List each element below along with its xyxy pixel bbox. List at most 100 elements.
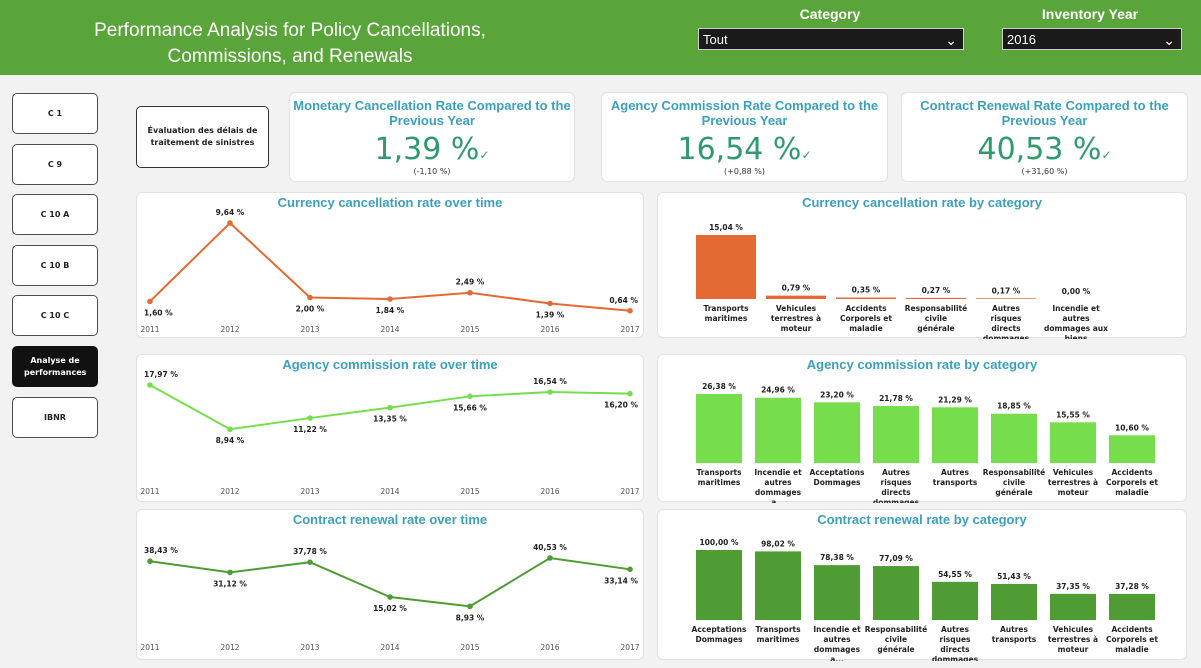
- data-label: 54,55 %: [938, 570, 972, 579]
- data-label: 24,96 %: [761, 386, 795, 395]
- x-tick-label: 2017: [620, 325, 639, 334]
- bar-chart-cancel-category: 15,04 % Transports maritimes 0,79 % Vehicule…: [696, 223, 1108, 339]
- chart-title: Agency commission rate by category: [806, 357, 1038, 372]
- chart-title: Currency cancellation rate by category: [802, 195, 1042, 210]
- bar: [991, 413, 1037, 463]
- x-tick-label: 2014: [380, 487, 399, 496]
- data-point: [307, 559, 313, 566]
- chart-card-commission-category: Agency commission rate by category 26,38…: [657, 354, 1187, 503]
- data-label: 8,93 %: [456, 613, 485, 622]
- kpi-title: Monetary Cancellation Rate Compared to t…: [293, 98, 571, 128]
- year-select-value: 2016: [1007, 32, 1036, 47]
- data-label: 9,64 %: [216, 208, 245, 217]
- nav-button-label: C 10 A: [40, 210, 70, 219]
- x-tick-label: 2013: [300, 643, 319, 652]
- chevron-down-icon: ⌄: [945, 32, 957, 48]
- data-label: 31,12 %: [213, 579, 247, 588]
- x-tick-label: 2012: [220, 643, 239, 652]
- data-label: 21,29 %: [938, 395, 972, 404]
- data-label: 17,97 %: [144, 370, 178, 379]
- data-label: 0,00 %: [1062, 287, 1091, 296]
- data-label: 33,14 %: [604, 576, 638, 585]
- bar: [906, 297, 966, 299]
- data-label: 0,27 %: [922, 286, 951, 295]
- data-label: 10,60 %: [1115, 423, 1149, 432]
- category-filter-label: Category: [799, 6, 861, 22]
- bar: [1109, 435, 1155, 463]
- bar: [766, 295, 826, 299]
- claims-processing-evaluation-button[interactable]: Évaluation des délais de traitement de s…: [136, 106, 269, 168]
- bar: [696, 550, 742, 620]
- x-tick-label: 2011: [140, 487, 159, 496]
- data-point: [547, 555, 553, 561]
- category-select-value: Tout: [703, 32, 728, 47]
- eval-button-label: Évaluation des délais de traitement de s…: [147, 126, 258, 147]
- bar: [976, 298, 1036, 299]
- bar: [755, 397, 801, 463]
- kpi-value-text: 16,54 %: [677, 132, 802, 167]
- x-tick-label: Accidents Corporels et maladie: [840, 304, 892, 333]
- data-label: 2,49 %: [456, 278, 485, 287]
- year-select[interactable]: 2016 ⌄: [1002, 28, 1182, 50]
- category-select[interactable]: Tout ⌄: [698, 28, 964, 50]
- kpi-title: Agency Commission Rate Compared to the P…: [610, 98, 879, 128]
- kpi-delta: (+0,88 %): [724, 167, 765, 176]
- data-point: [387, 404, 393, 411]
- data-label: 13,35 %: [373, 415, 407, 424]
- data-label: 37,28 %: [1115, 582, 1149, 591]
- kpi-value-text: 40,53 %: [977, 132, 1102, 167]
- chart-title: Contract renewal rate by category: [817, 512, 1027, 527]
- x-tick-label: Incendie et autres dommages a...: [813, 625, 861, 661]
- data-label: 23,20 %: [820, 390, 854, 399]
- bar: [991, 583, 1037, 620]
- data-label: 38,43 %: [144, 546, 178, 555]
- chart-card-commission-time: Agency commission rate over time 17,97 %…: [136, 354, 644, 502]
- nav-button-c10b[interactable]: C 10 B: [12, 245, 98, 286]
- x-tick-label: Responsabilité civile générale: [983, 468, 1045, 497]
- kpi-value: 1,39 %✓: [290, 133, 574, 172]
- nav-button-label: C 10 B: [40, 261, 70, 270]
- x-tick-label: 2016: [540, 487, 559, 496]
- kpi-value: 40,53 %✓: [902, 133, 1187, 172]
- page-title: Performance Analysis for Policy Cancella…: [60, 18, 520, 70]
- bar-chart-renewal-category: 100,00 % Acceptations Dommages 98,02 % Trans…: [692, 538, 1159, 661]
- chart-title: Currency cancellation rate over time: [277, 195, 503, 210]
- nav-button-c1[interactable]: C 1: [12, 93, 98, 134]
- chevron-down-icon: ⌄: [1163, 32, 1175, 48]
- x-tick-label: 2017: [620, 643, 639, 652]
- nav-button-c9[interactable]: C 9: [12, 144, 98, 185]
- x-tick-label: Autres risques directs dommages: [873, 468, 920, 503]
- data-label: 37,78 %: [293, 547, 327, 556]
- data-label: 0,79 %: [782, 284, 811, 293]
- kpi-card-renewal: Contract Renewal Rate Compared to the Pr…: [901, 92, 1188, 182]
- data-label: 0,17 %: [992, 286, 1021, 295]
- x-tick-label: 2016: [540, 643, 559, 652]
- data-point: [627, 307, 633, 314]
- data-point: [147, 298, 153, 305]
- line-chart-renewal-time: 38,43 % 2011 31,12 % 2012 37,78 % 2013 15,02 %…: [140, 543, 639, 652]
- x-tick-label: Transports maritimes: [755, 625, 801, 644]
- bar-chart-commission-category: 26,38 % Transports maritimes 24,96 % Incendi…: [696, 382, 1158, 503]
- page-title-line-2: Commissions, and Renewals: [167, 46, 413, 67]
- x-tick-label: Vehicules terrestres à moteur: [1048, 468, 1098, 497]
- nav-button-c10c[interactable]: C 10 C: [12, 295, 98, 336]
- data-point: [547, 389, 553, 395]
- data-label: 15,02 %: [373, 604, 407, 613]
- data-point: [467, 603, 473, 610]
- data-label: 15,04 %: [709, 223, 743, 232]
- nav-button-c10a[interactable]: C 10 A: [12, 194, 98, 235]
- kpi-card-commission: Agency Commission Rate Compared to the P…: [601, 92, 888, 182]
- x-tick-label: 2011: [140, 325, 159, 334]
- bar: [1050, 422, 1096, 463]
- data-label: 1,60 %: [144, 308, 173, 317]
- data-point: [227, 220, 233, 226]
- x-tick-label: Transports maritimes: [696, 468, 742, 487]
- nav-button-ibnr[interactable]: IBNR: [12, 397, 98, 438]
- x-tick-label: Vehicules terrestres à moteur: [771, 304, 821, 333]
- chart-card-cancel-time: Currency cancellation rate over time 1,6…: [136, 192, 644, 338]
- nav-button-analyse-performances[interactable]: Analyse de performances: [12, 346, 98, 387]
- x-tick-label: 2012: [220, 487, 239, 496]
- data-label: 15,55 %: [1056, 410, 1090, 419]
- bar: [836, 297, 896, 299]
- data-label: 11,22 %: [293, 425, 327, 434]
